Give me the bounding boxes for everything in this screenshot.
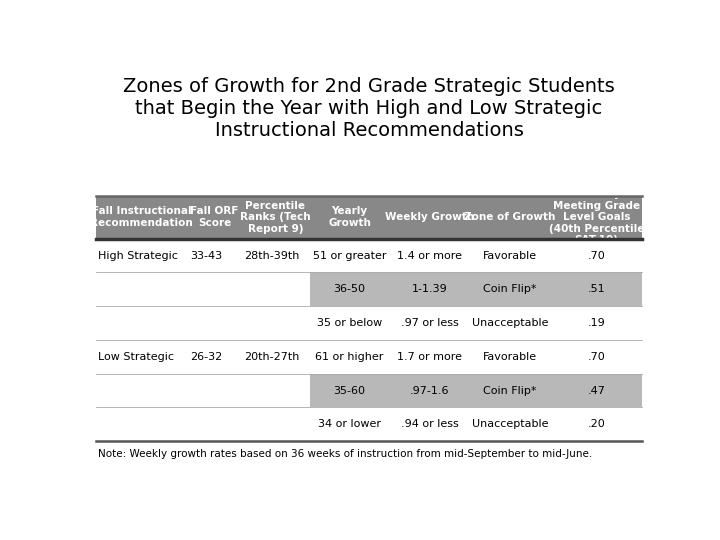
Text: Yearly
Growth: Yearly Growth (328, 206, 371, 228)
Text: Fall ORF
Score: Fall ORF Score (190, 206, 238, 228)
Text: High Strategic: High Strategic (99, 251, 179, 261)
Bar (96, 306, 642, 340)
Text: Favorable: Favorable (483, 251, 537, 261)
Bar (96, 374, 642, 407)
Text: .97 or less: .97 or less (401, 318, 459, 328)
Text: Weekly Growth: Weekly Growth (385, 212, 474, 222)
Text: .94 or less: .94 or less (401, 419, 459, 429)
Text: Fall Instructional
Recommendation: Fall Instructional Recommendation (90, 206, 193, 228)
Text: 28th-39th: 28th-39th (244, 251, 300, 261)
Bar (310, 273, 642, 306)
Text: Unacceptable: Unacceptable (472, 419, 549, 429)
Text: 33-43: 33-43 (191, 251, 222, 261)
Text: 35 or below: 35 or below (317, 318, 382, 328)
Text: .47: .47 (588, 386, 606, 395)
Text: Low Strategic: Low Strategic (99, 352, 174, 362)
Bar (96, 273, 642, 306)
Text: 36-50: 36-50 (333, 284, 366, 294)
Text: 35-60: 35-60 (333, 386, 366, 395)
Bar (310, 374, 642, 407)
Bar (96, 239, 642, 273)
Text: Unacceptable: Unacceptable (472, 318, 549, 328)
Bar (96, 340, 642, 374)
Text: .70: .70 (588, 352, 606, 362)
Text: Coin Flip*: Coin Flip* (483, 284, 537, 294)
Text: Favorable: Favorable (483, 352, 537, 362)
Text: .70: .70 (588, 251, 606, 261)
Bar (96, 407, 642, 441)
Text: 61 or higher: 61 or higher (315, 352, 384, 362)
Text: 1.7 or more: 1.7 or more (397, 352, 462, 362)
Text: .20: .20 (588, 419, 606, 429)
Text: .19: .19 (588, 318, 606, 328)
Text: .97-1.6: .97-1.6 (410, 386, 450, 395)
Text: Note: Weekly growth rates based on 36 weeks of instruction from mid-September to: Note: Weekly growth rates based on 36 we… (99, 449, 593, 458)
Text: 1-1.39: 1-1.39 (412, 284, 448, 294)
Text: 26-32: 26-32 (191, 352, 222, 362)
Text: Probability of
Meeting Grade
Level Goals
(40th Percentile
SAT-10): Probability of Meeting Grade Level Goals… (549, 189, 644, 246)
Text: Coin Flip*: Coin Flip* (483, 386, 537, 395)
Text: .51: .51 (588, 284, 606, 294)
Text: 20th-27th: 20th-27th (244, 352, 300, 362)
Bar (96, 196, 642, 239)
Text: Percentile
Ranks (Tech
Report 9): Percentile Ranks (Tech Report 9) (240, 201, 311, 234)
Text: 1.4 or more: 1.4 or more (397, 251, 462, 261)
Text: Zones of Growth for 2nd Grade Strategic Students
that Begin the Year with High a: Zones of Growth for 2nd Grade Strategic … (123, 77, 615, 140)
Text: 34 or lower: 34 or lower (318, 419, 381, 429)
Text: Zone of Growth: Zone of Growth (464, 212, 556, 222)
Text: 51 or greater: 51 or greater (313, 251, 387, 261)
